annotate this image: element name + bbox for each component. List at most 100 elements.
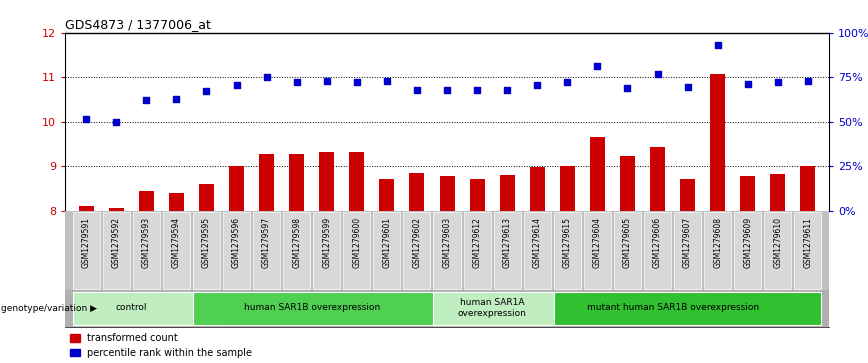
- Bar: [379, 179, 394, 211]
- Point: [79, 117, 93, 122]
- Bar: [650, 147, 665, 211]
- Text: human SAR1B overexpression: human SAR1B overexpression: [244, 303, 380, 312]
- Bar: [523, 212, 551, 289]
- Text: GSM1279614: GSM1279614: [533, 217, 542, 268]
- Bar: [439, 176, 455, 211]
- Bar: [73, 212, 100, 289]
- Point: [561, 79, 575, 85]
- Text: GSM1279597: GSM1279597: [262, 217, 271, 268]
- Point: [440, 87, 454, 93]
- Point: [229, 82, 243, 88]
- Text: GSM1279605: GSM1279605: [623, 217, 632, 268]
- Bar: [710, 74, 725, 211]
- Point: [290, 79, 304, 85]
- Bar: [199, 184, 214, 211]
- Text: GSM1279606: GSM1279606: [653, 217, 662, 268]
- Bar: [313, 212, 340, 289]
- Text: GSM1279612: GSM1279612: [472, 217, 482, 268]
- Point: [651, 71, 665, 77]
- Point: [621, 85, 635, 91]
- Point: [319, 78, 333, 83]
- Bar: [740, 176, 755, 211]
- Bar: [229, 166, 244, 211]
- Text: mutant human SAR1B overexpression: mutant human SAR1B overexpression: [587, 303, 759, 312]
- Point: [140, 97, 154, 103]
- Bar: [169, 193, 184, 211]
- Text: human SAR1A
overexpression: human SAR1A overexpression: [457, 298, 527, 318]
- Bar: [433, 292, 581, 325]
- Bar: [404, 212, 431, 289]
- Bar: [253, 212, 280, 289]
- Point: [530, 82, 544, 88]
- Point: [681, 84, 694, 90]
- Bar: [590, 137, 605, 211]
- Bar: [529, 167, 545, 211]
- Bar: [193, 212, 220, 289]
- Text: GSM1279611: GSM1279611: [804, 217, 812, 268]
- Bar: [734, 212, 761, 289]
- Bar: [554, 212, 581, 289]
- Text: GSM1279600: GSM1279600: [352, 217, 361, 268]
- Bar: [343, 212, 371, 289]
- Bar: [800, 166, 815, 211]
- Bar: [464, 212, 490, 289]
- Point: [711, 42, 725, 48]
- Bar: [704, 212, 731, 289]
- Text: GDS4873 / 1377006_at: GDS4873 / 1377006_at: [65, 19, 211, 32]
- Bar: [554, 292, 821, 325]
- Bar: [193, 292, 461, 325]
- Bar: [770, 174, 786, 211]
- Bar: [163, 212, 190, 289]
- Text: GSM1279598: GSM1279598: [293, 217, 301, 268]
- Text: GSM1279594: GSM1279594: [172, 217, 181, 268]
- Bar: [681, 179, 695, 211]
- Point: [590, 63, 604, 69]
- Bar: [644, 212, 671, 289]
- Bar: [133, 212, 160, 289]
- Point: [169, 97, 183, 102]
- Bar: [494, 212, 521, 289]
- Point: [470, 87, 484, 93]
- Point: [380, 78, 394, 83]
- Bar: [500, 175, 515, 211]
- Text: GSM1279607: GSM1279607: [683, 217, 692, 268]
- Text: GSM1279599: GSM1279599: [322, 217, 332, 268]
- Text: GSM1279604: GSM1279604: [593, 217, 602, 268]
- Text: GSM1279601: GSM1279601: [383, 217, 391, 268]
- Point: [500, 87, 514, 93]
- Bar: [73, 292, 220, 325]
- Text: GSM1279608: GSM1279608: [713, 217, 722, 268]
- Bar: [470, 179, 484, 211]
- Bar: [102, 212, 129, 289]
- Legend: transformed count, percentile rank within the sample: transformed count, percentile rank withi…: [70, 333, 253, 358]
- Text: control: control: [115, 303, 147, 312]
- Point: [410, 87, 424, 93]
- Text: GSM1279602: GSM1279602: [412, 217, 422, 268]
- Text: GSM1279613: GSM1279613: [503, 217, 511, 268]
- Point: [771, 79, 785, 85]
- Point: [200, 89, 214, 94]
- Bar: [139, 191, 154, 211]
- Point: [350, 79, 364, 85]
- Bar: [674, 212, 701, 289]
- Bar: [223, 212, 250, 289]
- Text: GSM1279593: GSM1279593: [141, 217, 151, 268]
- Bar: [289, 154, 304, 211]
- Text: GSM1279596: GSM1279596: [232, 217, 241, 268]
- Text: GSM1279615: GSM1279615: [562, 217, 572, 268]
- Bar: [620, 156, 635, 211]
- Bar: [765, 212, 792, 289]
- Text: genotype/variation ▶: genotype/variation ▶: [1, 304, 97, 313]
- Bar: [259, 154, 274, 211]
- Bar: [560, 166, 575, 211]
- Bar: [794, 212, 821, 289]
- Text: GSM1279603: GSM1279603: [443, 217, 451, 268]
- Bar: [79, 206, 94, 211]
- Point: [109, 119, 123, 125]
- Point: [740, 81, 754, 87]
- Point: [260, 74, 273, 80]
- Bar: [373, 212, 400, 289]
- Text: GSM1279592: GSM1279592: [112, 217, 121, 268]
- Bar: [614, 212, 641, 289]
- Bar: [108, 208, 124, 211]
